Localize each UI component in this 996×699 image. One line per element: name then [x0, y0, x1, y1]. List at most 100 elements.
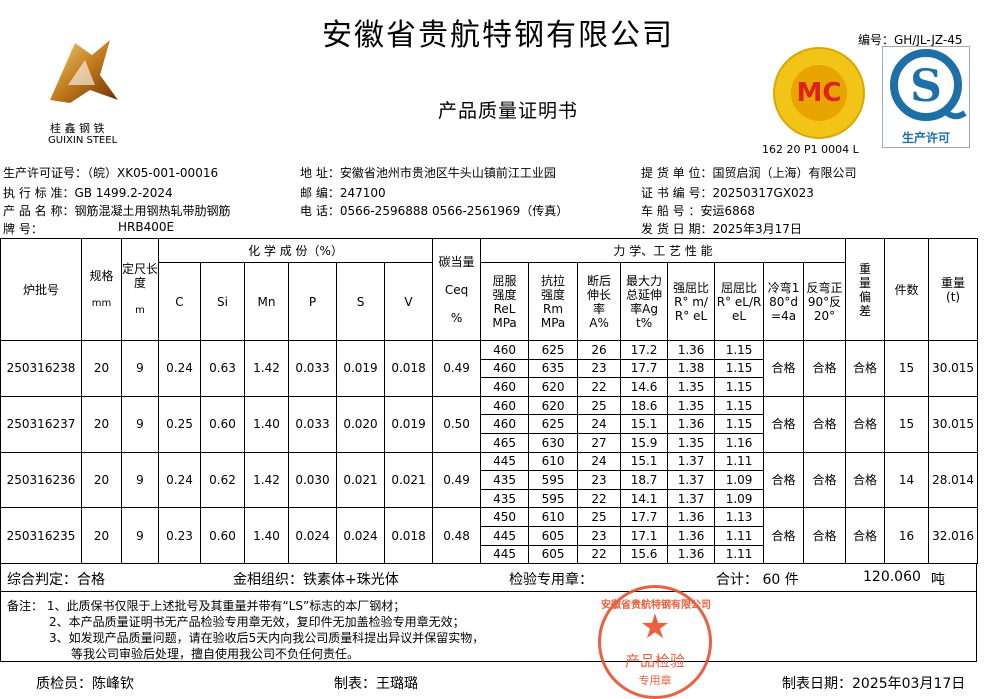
cell-p: 0.030 — [288, 451, 337, 509]
cell-ceq: 0.48 — [432, 507, 482, 565]
cell-p: 0.033 — [288, 395, 337, 453]
cell-agt: 18.7 — [620, 470, 669, 490]
note-1: 备注： 1、此质保书仅限于上述批号及其重量并带有“LS”标志的本厂钢材； — [7, 599, 406, 613]
cell-ratio2: 1.15 — [714, 395, 765, 416]
cell-rm: 595 — [528, 470, 579, 490]
cell-ratio1: 1.37 — [667, 470, 716, 490]
header-length: 定尺长度 m — [121, 238, 159, 341]
cell-spec: 20 — [81, 340, 122, 397]
header-elongation: 断后伸长率A% — [577, 262, 622, 341]
cell-rm: 635 — [528, 358, 579, 379]
cell-a: 27 — [577, 432, 622, 453]
cell-si: 0.60 — [200, 507, 245, 565]
logo-en-text: GUIXIN STEEL — [48, 135, 118, 146]
cell-length: 9 — [121, 507, 159, 565]
table-row: 435 595 23 18.7 1.37 1.09 — [1, 470, 978, 490]
cell-weight: 30.015 — [928, 395, 979, 453]
cell-a: 22 — [577, 544, 622, 565]
cell-count: 16 — [884, 507, 930, 565]
header-weight-deviation: 重量偏差 — [845, 238, 886, 341]
cell-v: 0.018 — [383, 340, 434, 397]
cell-si: 0.63 — [200, 340, 245, 397]
cell-ratio1: 1.35 — [667, 377, 716, 397]
cell-agt: 14.6 — [620, 377, 669, 397]
cell-ceq: 0.50 — [432, 395, 482, 453]
cell-agt: 17.7 — [620, 358, 669, 379]
cell-ratio1: 1.36 — [667, 507, 716, 527]
cell-ratio2: 1.15 — [714, 414, 765, 434]
total-count: 合计： 60 件 — [716, 572, 799, 588]
cell-ceq: 0.49 — [432, 340, 482, 397]
cell-bend: 合格 — [763, 451, 805, 509]
cell-ratio1: 1.38 — [667, 358, 716, 379]
cell-ratio2: 1.15 — [714, 377, 765, 397]
cell-dev: 合格 — [845, 395, 886, 453]
cell-s: 0.024 — [336, 507, 385, 565]
qs-text: 生产许可 — [901, 131, 950, 145]
cell-mn: 1.40 — [244, 507, 289, 565]
cell-ratio2: 1.15 — [714, 358, 765, 379]
cell-ratio2: 1.09 — [714, 470, 765, 490]
note-2: 2、本产品质量证明书无产品检验专用章无效，复印件无加盖检验专用章无效； — [49, 615, 465, 629]
document-code: 编号：GH/JL-JZ-45 — [858, 33, 963, 47]
cell-v: 0.021 — [383, 451, 434, 509]
cell-weight: 30.015 — [928, 340, 979, 397]
cell-ratio1: 1.36 — [667, 414, 716, 434]
mc-certification-logo: MC — [773, 47, 865, 139]
cell-p: 0.033 — [288, 340, 337, 397]
cell-dev: 合格 — [845, 507, 886, 565]
header-agt: 最大力总延伸率Agt% — [620, 262, 669, 341]
cell-agt: 17.2 — [620, 340, 669, 360]
cell-v: 0.018 — [383, 507, 434, 565]
cell-length: 9 — [121, 451, 159, 509]
table-row: 465 630 27 15.9 1.35 1.16 — [1, 432, 978, 453]
cell-a: 26 — [577, 340, 622, 360]
cell-ratio1: 1.36 — [667, 340, 716, 360]
cell-spec: 20 — [81, 451, 122, 509]
cell-a: 23 — [577, 525, 622, 546]
stamp-center-text: 产品检验 — [624, 652, 685, 670]
cell-s: 0.019 — [336, 340, 385, 397]
svg-text:S: S — [910, 61, 942, 112]
cell-rebend: 合格 — [803, 507, 847, 565]
qs-license-logo: S 生产许可 — [882, 46, 970, 148]
table-date: 制表日期：2025年03月17日 — [782, 676, 966, 692]
total-weight: 120.060 — [863, 569, 921, 585]
notes-box: 备注： 1、此质保书仅限于上述批号及其重量并带有“LS”标志的本厂钢材； 2、本… — [0, 592, 977, 662]
table-row: 250316235 20 9 0.23 0.60 1.40 0.024 0.024 0.018 0… — [0, 507, 979, 565]
cell-weight: 28.014 — [928, 451, 979, 509]
cell-rm: 625 — [528, 414, 579, 434]
cell-rel: 450 — [480, 507, 530, 527]
cell-dev: 合格 — [845, 451, 886, 509]
cell-rebend: 合格 — [803, 395, 847, 453]
cell-c: 0.25 — [158, 395, 201, 453]
cell-agt: 15.9 — [620, 432, 669, 453]
cell-rm: 630 — [528, 432, 579, 453]
note-3: 3、如发现产品质量问题，请在验收后5天内向我公司质量科提出异议并保留实物， — [49, 631, 485, 645]
cell-rel: 460 — [480, 358, 530, 379]
quality-table: 炉批号 规格 mm 定尺长度 m 化 学 成 份（%） 碳当量 Ceq% 力 学、工 … — [0, 238, 979, 565]
license-number: 生产许可证号：（皖）XK05-001-00016 — [3, 166, 219, 180]
cell-lot: 250316236 — [0, 451, 82, 509]
table-row: 250316238 20 9 0.24 0.63 1.42 0.033 0.019 0.018 0… — [0, 340, 979, 397]
cell-agt: 17.7 — [620, 507, 669, 527]
header-length-label: 定尺长度 — [122, 261, 159, 290]
cell-a: 22 — [577, 377, 622, 397]
cell-ratio2: 1.11 — [714, 525, 765, 546]
table-row: 435 595 22 14.1 1.37 1.09 — [1, 488, 978, 509]
cell-rel: 445 — [480, 451, 530, 472]
header-spec-label: 规格 — [89, 268, 114, 283]
cell-ratio1: 1.37 — [667, 488, 716, 509]
header-tensile: 抗拉强度RmMPa — [528, 262, 579, 341]
cell-agt: 18.6 — [620, 395, 669, 416]
cell-rel: 435 — [480, 488, 530, 509]
header-spec: 规格 mm — [81, 238, 122, 341]
cell-mn: 1.42 — [244, 340, 289, 397]
table-row: 250316236 20 9 0.24 0.62 1.42 0.030 0.021 0.021 0… — [0, 451, 979, 509]
cell-ratio1: 1.37 — [667, 451, 716, 472]
logo-cn-text: 桂 鑫 钢 铁 — [50, 122, 105, 135]
cell-a: 25 — [577, 507, 622, 527]
header-yield: 屈服强度ReLMPa — [480, 262, 530, 341]
cell-spec: 20 — [81, 395, 122, 453]
cell-mn: 1.42 — [244, 451, 289, 509]
